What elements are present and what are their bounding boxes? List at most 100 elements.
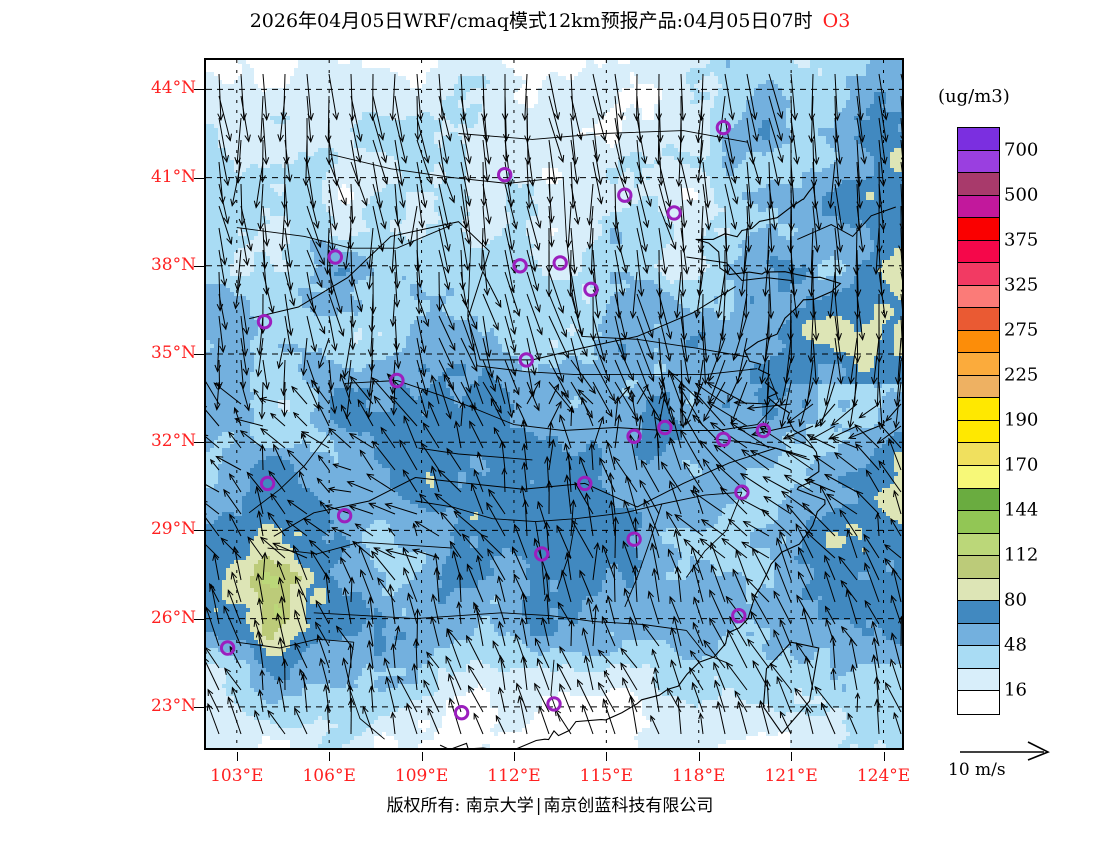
latitude-tick-label: 41°N	[150, 166, 196, 187]
colorbar-cell	[958, 263, 999, 286]
colorbar-cell	[958, 443, 999, 466]
copyright-separator: |	[535, 796, 542, 816]
colorbar-units: (ug/m3)	[938, 86, 1010, 107]
colorbar-cell	[958, 308, 999, 331]
station-marker[interactable]	[546, 696, 562, 712]
station-marker[interactable]	[518, 352, 534, 368]
colorbar-cell	[958, 150, 999, 174]
wind-arrow-icon	[960, 741, 1050, 761]
colorbar-tick-label: 190	[1004, 409, 1039, 431]
colorbar-tick-label: 700	[1004, 139, 1039, 161]
latitude-axis: 44°N 41°N 38°N 35°N 32°N 29°N 26°N 23°N	[118, 58, 196, 750]
copyright-left: 版权所有: 南京大学	[386, 796, 534, 816]
station-marker[interactable]	[626, 531, 642, 547]
station-markers[interactable]	[219, 119, 772, 721]
latitude-tick-label: 29°N	[150, 519, 196, 540]
latitude-tick	[194, 442, 204, 444]
longitude-tick	[236, 752, 238, 761]
station-marker[interactable]	[327, 249, 344, 265]
longitude-axis: 103°E 106°E 109°E 112°E 115°E 118°E 121°E 124°E	[204, 752, 910, 792]
longitude-tick-label: 103°E	[210, 766, 264, 786]
colorbar-tick-label: 225	[1004, 364, 1039, 386]
colorbar-cell	[958, 330, 999, 354]
longitude-tick-label: 118°E	[672, 766, 726, 786]
colorbar-tick-label: 48	[1004, 634, 1027, 656]
longitude-tick	[329, 752, 331, 761]
colorbar-cell	[958, 465, 999, 489]
station-marker[interactable]	[731, 608, 747, 624]
colorbar-cell	[958, 623, 999, 647]
station-marker[interactable]	[534, 546, 550, 562]
longitude-tick-label: 121°E	[764, 766, 818, 786]
colorbar-cell	[958, 420, 999, 444]
station-marker[interactable]	[336, 508, 353, 524]
latitude-tick	[194, 706, 204, 708]
longitude-tick	[791, 752, 793, 761]
station-marker[interactable]	[626, 428, 642, 444]
forecast-map[interactable]	[204, 58, 904, 750]
latitude-tick	[194, 89, 204, 91]
colorbar-tick-label: 275	[1004, 319, 1039, 341]
station-marker[interactable]	[666, 205, 682, 221]
station-marker[interactable]	[497, 167, 513, 183]
longitude-tick	[421, 752, 423, 761]
colorbar-tick-label: 170	[1004, 454, 1039, 476]
colorbar-labels: 700 500 375 325 275 225 190 170 144 112 80 48 16	[1004, 127, 1099, 727]
colorbar-cell	[958, 488, 999, 512]
colorbar-cell	[958, 375, 999, 399]
species-label: O3	[822, 10, 851, 32]
latitude-tick-label: 38°N	[150, 254, 196, 275]
station-marker[interactable]	[256, 314, 273, 330]
latitude-tick-label: 23°N	[150, 695, 196, 716]
latitude-tick-label: 26°N	[150, 607, 196, 628]
station-marker[interactable]	[617, 187, 633, 203]
copyright-bar: 版权所有: 南京大学 | 南京创蓝科技有限公司	[0, 791, 1100, 816]
longitude-tick-label: 115°E	[579, 766, 634, 786]
colorbar-cell	[958, 218, 999, 241]
page-title: 2026年04月05日WRF/cmaq模式12km预报产品:04月05日07时	[249, 10, 813, 32]
longitude-tick	[606, 752, 608, 761]
station-marker[interactable]	[715, 431, 732, 447]
station-marker[interactable]	[389, 372, 405, 389]
longitude-tick-label: 124°E	[856, 766, 911, 786]
colorbar-cell	[958, 533, 999, 557]
longitude-tick	[513, 752, 515, 761]
colorbar-cell	[958, 511, 999, 534]
colorbar-cell	[958, 195, 999, 219]
station-marker[interactable]	[219, 640, 236, 656]
longitude-tick	[698, 752, 700, 761]
station-marker[interactable]	[577, 475, 593, 492]
wind-scale-label: 10 m/s	[948, 760, 1006, 780]
latitude-tick	[194, 265, 204, 267]
longitude-tick-label: 112°E	[487, 766, 541, 786]
colorbar-cell	[958, 285, 999, 309]
latitude-tick	[194, 618, 204, 620]
station-marker[interactable]	[583, 281, 599, 298]
colorbar-tick-label: 112	[1004, 544, 1039, 566]
colorbar-tick-label: 375	[1004, 229, 1039, 251]
station-marker[interactable]	[512, 258, 528, 274]
latitude-tick-label: 35°N	[150, 343, 196, 364]
colorbar-cell	[958, 578, 999, 602]
station-marker[interactable]	[755, 422, 772, 439]
station-marker[interactable]	[715, 119, 732, 136]
station-marker[interactable]	[657, 419, 673, 436]
colorbar-tick-label: 325	[1004, 274, 1039, 296]
colorbar-cell	[958, 353, 999, 376]
station-marker[interactable]	[734, 484, 750, 500]
wind-scale-legend: 10 m/s	[948, 740, 1088, 790]
colorbar-tick-label: 16	[1004, 679, 1027, 701]
latitude-tick	[194, 530, 204, 532]
station-marker[interactable]	[552, 255, 568, 271]
colorbar-cell	[958, 556, 999, 579]
colorbar-cell	[958, 668, 999, 692]
title-bar: 2026年04月05日WRF/cmaq模式12km预报产品:04月05日07时 O…	[0, 6, 1100, 36]
station-marker[interactable]	[259, 475, 276, 492]
longitude-tick	[883, 752, 885, 761]
colorbar-cell	[958, 398, 999, 421]
station-marker[interactable]	[453, 705, 470, 721]
latitude-tick	[194, 354, 204, 356]
colorbar-cell	[958, 240, 999, 264]
colorbar[interactable]	[957, 127, 1000, 715]
colorbar-tick-label: 80	[1004, 589, 1027, 611]
